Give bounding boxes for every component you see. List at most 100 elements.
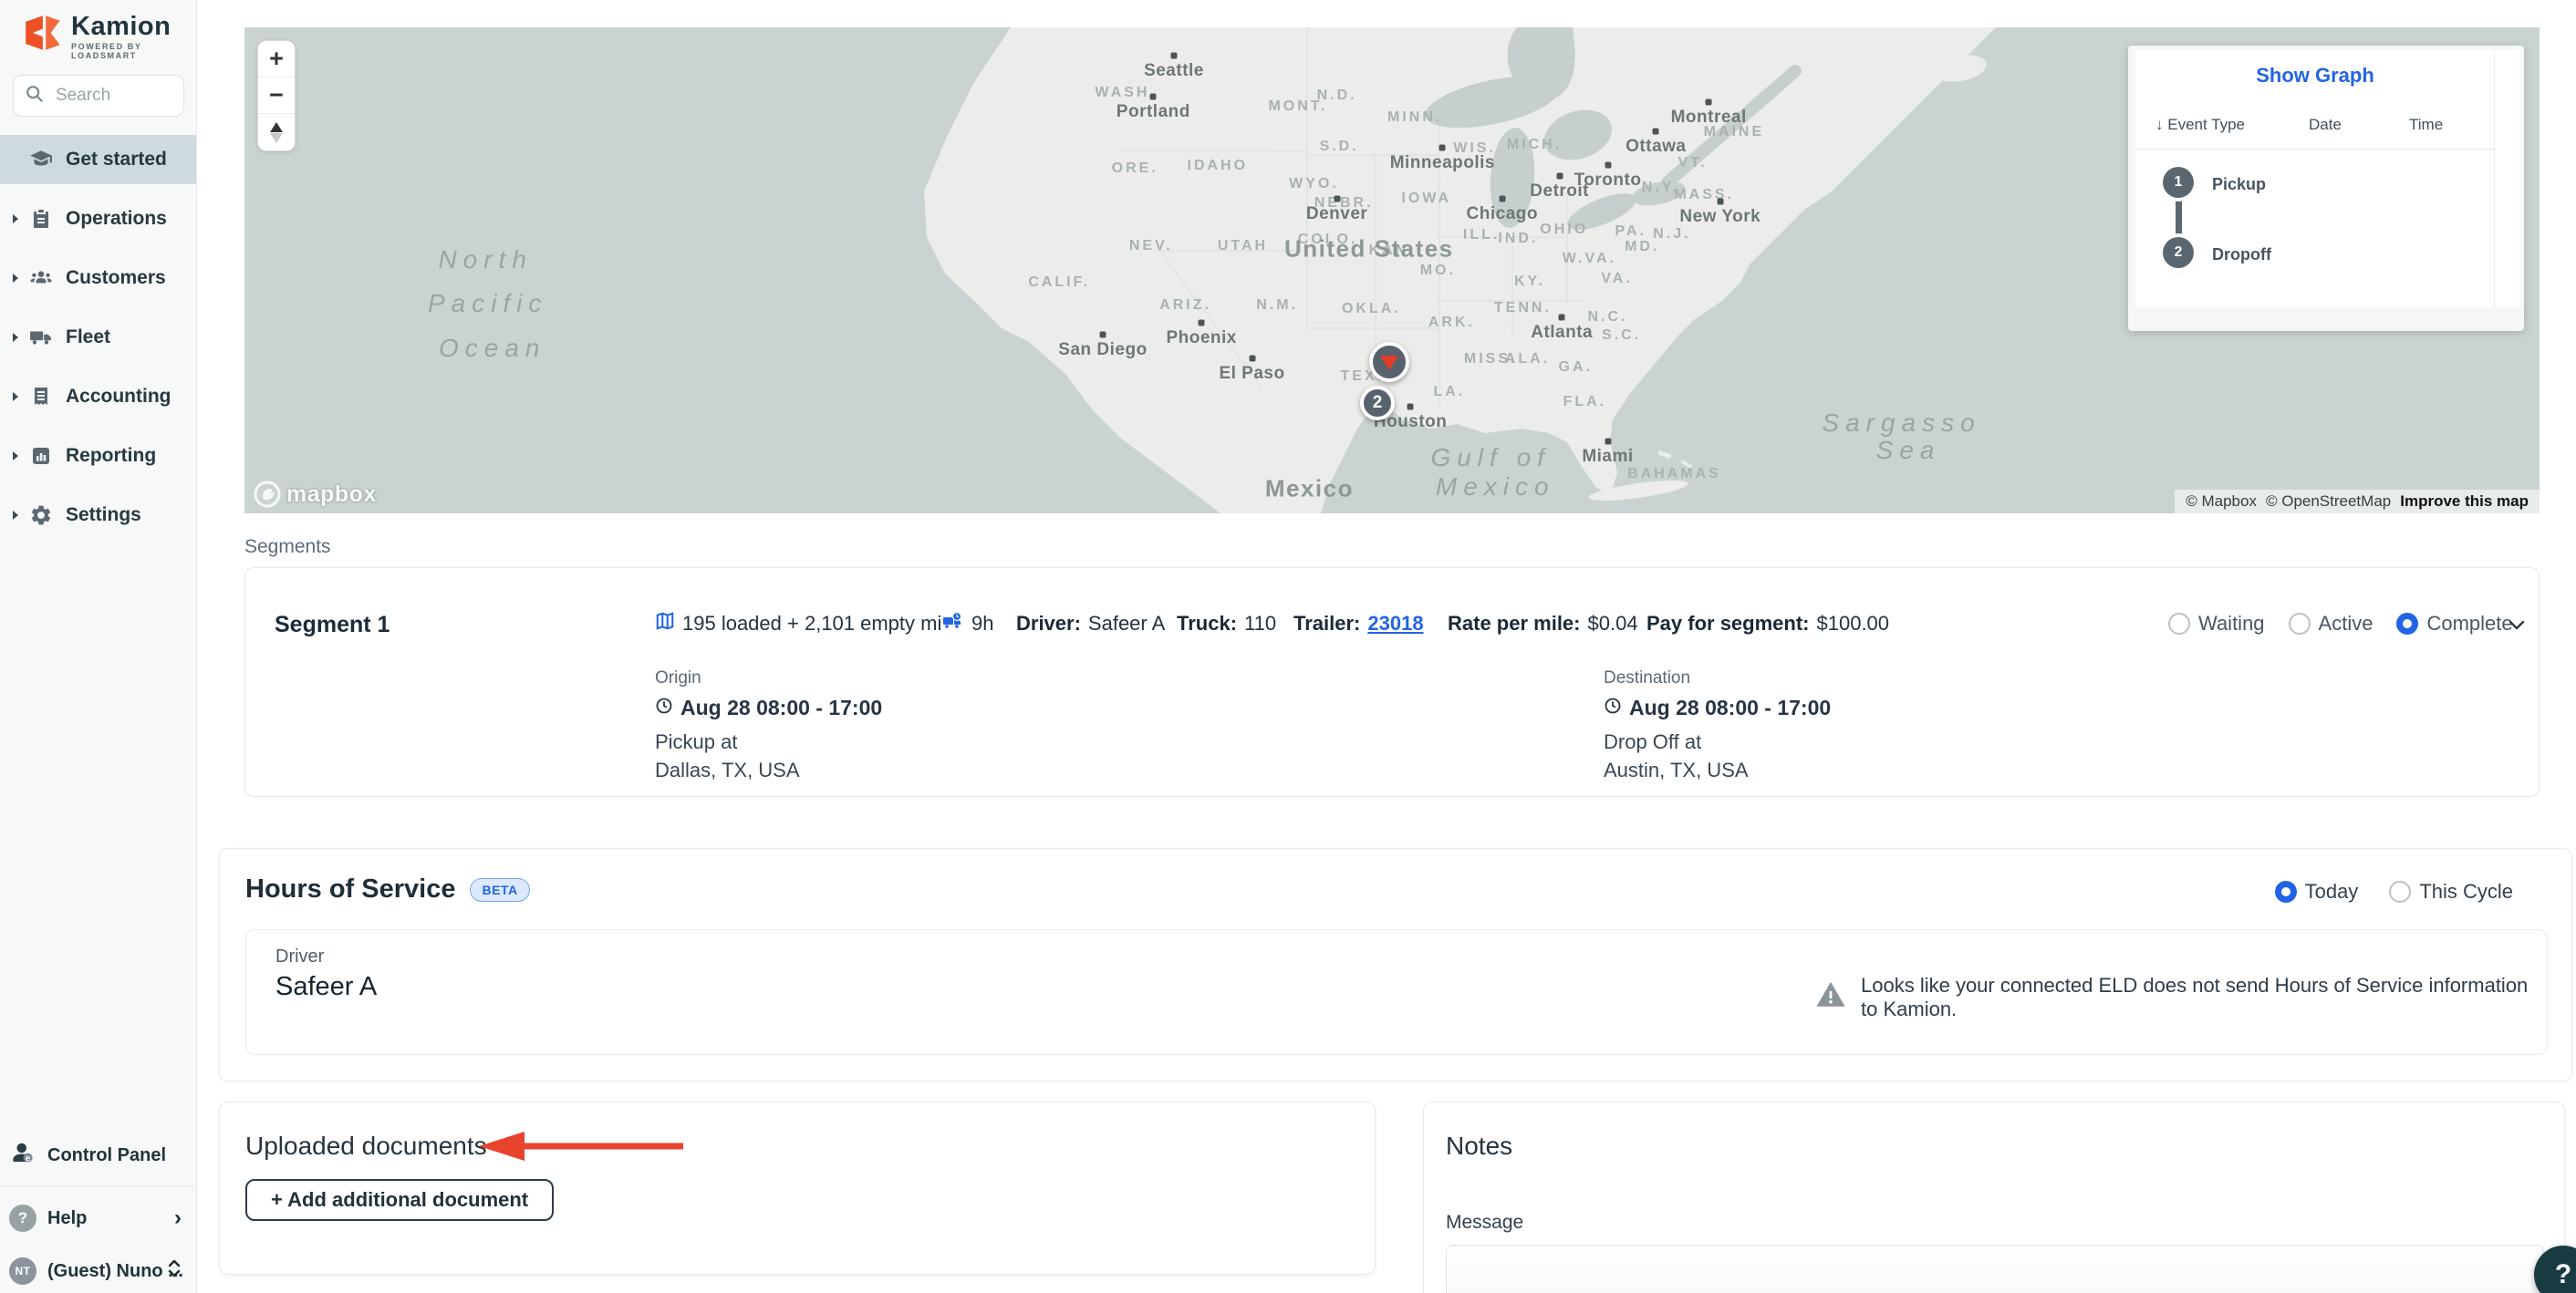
destination-label: Destination	[1604, 668, 1691, 688]
map-label: COLO.	[1297, 231, 1358, 247]
red-arrow-annotation	[468, 1128, 687, 1169]
map-label: MINN.	[1387, 109, 1443, 126]
map-label: N.Y.	[1641, 179, 1680, 195]
filter-option-this-cycle[interactable]: This Cycle	[2389, 880, 2513, 904]
today-label: Today	[2304, 880, 2359, 903]
sidebar-item-accounting[interactable]: Accounting	[0, 372, 196, 421]
map-label: MASS.	[1674, 186, 1735, 202]
sidebar-item-user[interactable]: NT (Guest) Nuno ...	[0, 1251, 196, 1291]
map-label: Pacific	[427, 288, 548, 317]
event-panel: Show Graph ↓ Event Type Date Time 1 Pick…	[2128, 46, 2524, 331]
search-box[interactable]	[13, 75, 184, 117]
compass-button[interactable]	[258, 114, 295, 150]
zoom-out-button[interactable]: −	[258, 78, 295, 114]
brand-name: Kamion	[71, 12, 171, 41]
segment-collapse-chevron[interactable]	[2506, 614, 2528, 640]
this-cycle-radio[interactable]	[2389, 881, 2412, 903]
map-label: Gulf of	[1430, 442, 1551, 471]
city-dot	[1652, 128, 1659, 135]
status-option-active[interactable]: Active	[2288, 612, 2373, 636]
compass-north-icon	[270, 121, 283, 132]
sidebar-item-operations[interactable]: Operations	[0, 194, 196, 243]
status-option-waiting[interactable]: Waiting	[2168, 612, 2265, 636]
attribution-improve-link[interactable]: Improve this map	[2400, 492, 2529, 510]
active-radio[interactable]	[2288, 613, 2311, 635]
map-label: N.M.	[1256, 296, 1299, 313]
map-label: Atlanta	[1531, 323, 1594, 343]
map-label: MISS.	[1463, 351, 1518, 367]
origin-time: Aug 28 08:00 - 17:00	[680, 696, 883, 719]
trailer-link[interactable]: 23018	[1367, 612, 1424, 635]
city-dot	[1499, 195, 1506, 202]
map-label: S.C.	[1602, 327, 1642, 344]
sidebar-item-reporting[interactable]: Reporting	[0, 431, 196, 481]
map-label: W.VA.	[1562, 251, 1616, 267]
event-label-pickup: Pickup	[2212, 175, 2267, 193]
city-dot	[1407, 403, 1414, 410]
map-label: New York	[1679, 206, 1761, 226]
brand-tagline: POWERED BY LOADSMART	[71, 42, 142, 60]
map-label: ALA.	[1504, 351, 1551, 367]
this-cycle-label: This Cycle	[2419, 880, 2513, 903]
city-dot	[1558, 314, 1565, 321]
map-label: VA.	[1601, 271, 1633, 287]
help-label: Help	[47, 1207, 88, 1228]
map-label: San Diego	[1058, 339, 1148, 359]
origin-block: Origin Aug 28 08:00 - 17:00 Pickup at Da…	[655, 668, 1129, 784]
sidebar-item-customers[interactable]: Customers	[0, 253, 196, 303]
zoom-in-button[interactable]: +	[258, 41, 295, 78]
map-label: MD.	[1625, 238, 1660, 254]
brand[interactable]: Kamion POWERED BY LOADSMART	[24, 13, 196, 60]
map-label: Ocean	[438, 333, 546, 362]
mapbox-logo[interactable]: mapbox	[254, 481, 377, 508]
receipt-icon	[29, 385, 53, 409]
map-label: IOWA	[1401, 191, 1452, 207]
sidebar-item-label: Accounting	[66, 386, 171, 407]
sidebar-item-help[interactable]: ? Help ›	[0, 1198, 196, 1238]
map-label: Toronto	[1574, 170, 1642, 190]
caret-right-icon	[11, 332, 27, 343]
attribution-mapbox[interactable]: © Mapbox	[2186, 492, 2257, 510]
filter-option-today[interactable]: Today	[2274, 880, 2359, 904]
column-time[interactable]: Time	[2409, 116, 2444, 133]
uploaded-documents-card: Uploaded documents + Add additional docu…	[219, 1102, 1376, 1275]
kamion-logo-icon	[24, 13, 64, 57]
sidebar-item-settings[interactable]: Settings	[0, 491, 196, 540]
map-label: Sargasso	[1822, 409, 1981, 438]
map-label: CALIF.	[1028, 274, 1091, 290]
map-label: Chicago	[1466, 204, 1538, 224]
map-marker-1[interactable]	[1369, 342, 1409, 382]
map-label: El Paso	[1219, 364, 1285, 384]
attribution-osm[interactable]: © OpenStreetMap	[2265, 492, 2392, 510]
map-label: Miami	[1582, 447, 1634, 467]
add-additional-document-button[interactable]: + Add additional document	[245, 1179, 555, 1221]
city-dot	[1249, 355, 1256, 362]
route-icon	[655, 611, 675, 636]
city-dot	[1705, 98, 1712, 106]
today-radio[interactable]	[2274, 881, 2297, 903]
hours-of-service-title: Hours of Service	[245, 874, 456, 904]
compass-south-icon	[270, 132, 283, 143]
origin-location: Dallas, TX, USA	[655, 759, 800, 781]
waiting-radio[interactable]	[2168, 613, 2190, 635]
sidebar-item-control-panel[interactable]: e Control Panel	[0, 1134, 196, 1176]
event-step-1: 1	[2163, 167, 2194, 198]
sort-down-icon: ↓	[2155, 116, 2164, 133]
message-textarea[interactable]	[1446, 1245, 2544, 1293]
sidebar-nav: Get started Operations Customers	[0, 135, 196, 550]
sidebar-item-fleet[interactable]: Fleet	[0, 313, 196, 362]
map-label: Phoenix	[1166, 328, 1237, 348]
status-option-complete[interactable]: Complete	[2396, 612, 2513, 636]
hos-filter-group: Today This Cycle	[2274, 880, 2513, 904]
column-event-type[interactable]: ↓ Event Type	[2155, 116, 2245, 133]
complete-radio[interactable]	[2396, 613, 2419, 635]
map-label: NEV.	[1128, 237, 1173, 253]
map-marker-2[interactable]: 2	[1360, 386, 1395, 420]
search-input[interactable]	[54, 85, 163, 107]
sidebar-item-get-started[interactable]: Get started	[0, 135, 196, 184]
show-graph-button[interactable]: Show Graph	[2256, 64, 2374, 87]
column-date[interactable]: Date	[2309, 116, 2342, 133]
map-label: MICH.	[1506, 136, 1563, 152]
event-panel-scrollbar[interactable]	[2494, 50, 2495, 307]
